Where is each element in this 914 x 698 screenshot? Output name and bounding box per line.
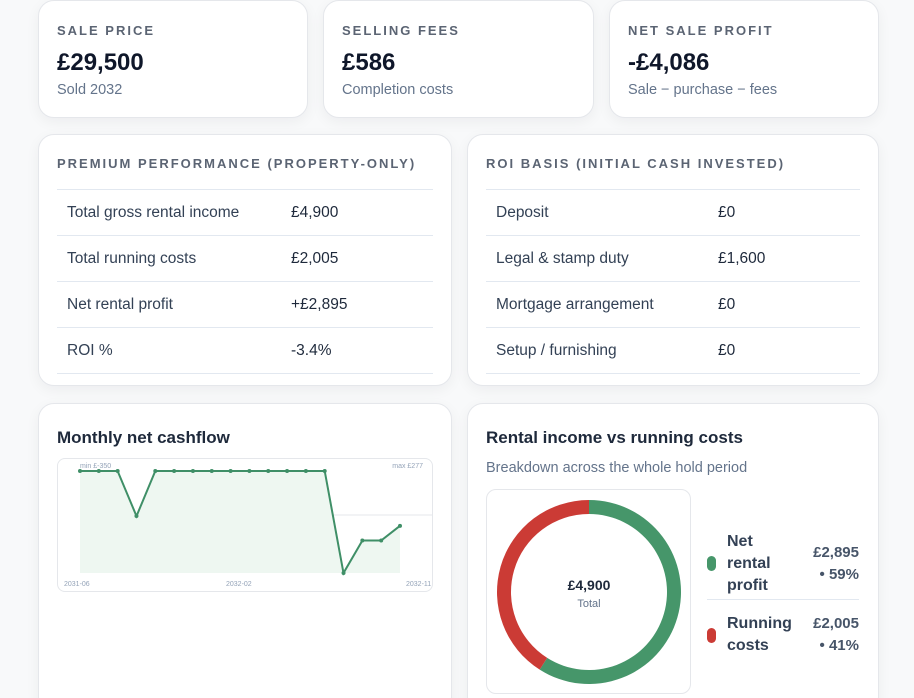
row-value: +£2,895 — [291, 281, 433, 328]
legend-value: £2,895 — [813, 543, 859, 561]
legend-swatch — [707, 627, 716, 643]
legend-percent: • 41% — [819, 637, 859, 654]
cashflow-point — [322, 469, 327, 473]
row-value: -3.4% — [291, 327, 433, 374]
kpi-label: NET SALE PROFIT — [628, 23, 774, 38]
performance-table: Total gross rental income £4,900 Total r… — [57, 189, 433, 374]
cashflow-point — [172, 469, 177, 473]
roi-basis-title: ROI BASIS (INITIAL CASH INVESTED) — [486, 156, 786, 171]
legend-label: profit — [727, 576, 768, 594]
donut-chart-box: £4,900 Total — [486, 489, 691, 694]
kpi-card-net-sale-profit: NET SALE PROFIT -£4,086 Sale − purchase … — [609, 0, 879, 118]
legend-item-running-costs: Running costs £2,005 • 41% — [707, 600, 859, 670]
table-row: Mortgage arrangement £0 — [486, 281, 860, 328]
cashflow-point — [153, 469, 158, 473]
kpi-value: £29,500 — [57, 49, 144, 76]
table-row: Net rental profit +£2,895 — [57, 281, 433, 328]
table-row: ROI % -3.4% — [57, 327, 433, 374]
kpi-sub: Completion costs — [342, 82, 454, 98]
kpi-card-sale-price: SALE PRICE £29,500 Sold 2032 — [38, 0, 308, 118]
legend-label: costs — [727, 637, 769, 654]
donut-slice-net-rental-profit — [539, 500, 681, 684]
kpi-value: £586 — [342, 49, 396, 76]
cashflow-point — [303, 469, 308, 473]
cashflow-point — [228, 469, 233, 473]
donut-slice-running-costs — [497, 500, 589, 670]
table-row: Total gross rental income £4,900 — [57, 189, 433, 236]
legend-label: rental — [727, 554, 771, 572]
row-value: £0 — [718, 327, 860, 374]
row-label: Total gross rental income — [57, 189, 291, 236]
performance-title: PREMIUM PERFORMANCE (PROPERTY-ONLY) — [57, 156, 417, 171]
cashflow-point — [134, 514, 139, 519]
cashflow-card: Monthly net cashflow min £-350 max £277 … — [38, 403, 452, 698]
cashflow-point — [266, 469, 271, 473]
donut-chart: £4,900 Total — [497, 500, 681, 684]
table-row: Legal & stamp duty £1,600 — [486, 235, 860, 282]
cashflow-point — [115, 469, 120, 473]
performance-card: PREMIUM PERFORMANCE (PROPERTY-ONLY) Tota… — [38, 134, 452, 386]
cashflow-series-line — [80, 470, 401, 576]
roi-basis-table: Deposit £0 Legal & stamp duty £1,600 Mor… — [486, 189, 860, 374]
legend-value: £2,005 — [813, 615, 859, 632]
row-label: Setup / furnishing — [486, 327, 718, 374]
donut-legend: Net rental profit £2,895 • 59% Running c… — [707, 528, 859, 670]
cashflow-point — [78, 469, 82, 473]
x-label-end: 2032-11 — [406, 581, 431, 588]
cashflow-point — [190, 469, 195, 473]
kpi-sub: Sold 2032 — [57, 82, 123, 98]
row-label: ROI % — [57, 327, 291, 374]
cashflow-area — [80, 471, 400, 573]
cashflow-point — [209, 469, 214, 473]
row-label: Mortgage arrangement — [486, 281, 718, 328]
row-value: £2,005 — [291, 235, 433, 282]
cashflow-point — [379, 538, 384, 543]
donut-subtitle: Breakdown across the whole hold period — [486, 460, 748, 476]
donut-card: Rental income vs running costs Breakdown… — [467, 403, 879, 698]
table-row: Total running costs £2,005 — [57, 235, 433, 282]
max-label: max £277 — [392, 463, 423, 470]
kpi-sub: Sale − purchase − fees — [628, 82, 778, 98]
kpi-card-selling-fees: SELLING FEES £586 Completion costs — [323, 0, 594, 118]
legend-item-net-rental-profit: Net rental profit £2,895 • 59% — [707, 528, 859, 600]
donut-center-value: £4,900 — [568, 577, 611, 593]
kpi-label: SALE PRICE — [57, 23, 156, 38]
legend-label: Net — [727, 532, 753, 550]
cashflow-point — [285, 469, 290, 473]
row-value: £1,600 — [718, 235, 860, 282]
min-label: min £-350 — [80, 463, 111, 470]
row-label: Total running costs — [57, 235, 291, 282]
legend-swatch — [707, 556, 716, 571]
legend-percent: • 59% — [819, 565, 859, 583]
donut-center-label: Total — [577, 598, 600, 610]
roi-basis-card: ROI BASIS (INITIAL CASH INVESTED) Deposi… — [467, 134, 879, 386]
cashflow-point — [247, 469, 252, 473]
cashflow-point — [360, 538, 365, 543]
row-value: £0 — [718, 281, 860, 328]
kpi-label: SELLING FEES — [342, 23, 460, 38]
cashflow-line-chart: min £-350 max £277 2031-06 2032-02 2032-… — [64, 463, 432, 588]
cashflow-chart: min £-350 max £277 2031-06 2032-02 2032-… — [57, 458, 433, 592]
donut-title: Rental income vs running costs — [486, 428, 743, 447]
x-label-mid: 2032-02 — [226, 581, 252, 588]
table-row: Deposit £0 — [486, 189, 860, 236]
cashflow-title: Monthly net cashflow — [57, 428, 230, 447]
table-row: Setup / furnishing £0 — [486, 327, 860, 374]
cashflow-point — [341, 571, 346, 575]
row-label: Deposit — [486, 189, 718, 236]
row-label: Legal & stamp duty — [486, 235, 718, 282]
legend-label: Running — [727, 615, 792, 632]
cashflow-point — [398, 523, 402, 528]
x-label-start: 2031-06 — [64, 581, 90, 588]
row-value: £4,900 — [291, 189, 433, 236]
cashflow-point — [96, 469, 101, 473]
row-label: Net rental profit — [57, 281, 291, 328]
row-value: £0 — [718, 189, 860, 236]
kpi-value: -£4,086 — [628, 49, 710, 76]
